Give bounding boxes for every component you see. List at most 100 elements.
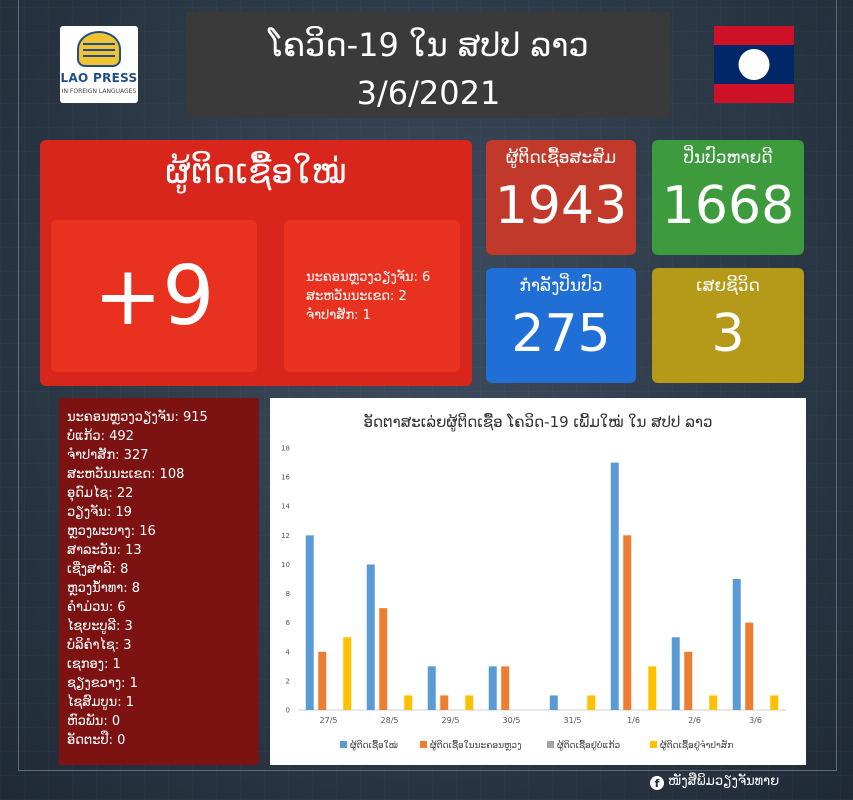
y-tick-label: 8 <box>286 590 290 598</box>
bar-0-3 <box>488 666 497 710</box>
chart-panel: ອັດຕາສະເລ່ຍຜູ້ຕິດເຊື້ອ ໂຄວິດ-19 ເພີ້ມໃໝ່… <box>270 398 806 765</box>
province-item: ບໍລິຄໍາໄຊ: 3 <box>67 638 132 653</box>
province-item: ອັດຕະປື: 0 <box>67 733 126 748</box>
recovered-card: ປິ່ນປົວຫາຍດີ 1668 <box>652 140 804 255</box>
logo-text: LAO PRESS <box>60 71 138 85</box>
bar-3-1 <box>404 695 413 710</box>
province-item: ຄໍາມ່ວນ: 6 <box>67 600 126 615</box>
cumulative-value: 1943 <box>494 176 628 236</box>
new-cases-title: ຜູ້ຕິດເຊື້ອໃໝ່ <box>165 152 347 192</box>
facebook-page-name: ໜັງສືພິມວຽງຈັນທາຍ <box>668 774 780 789</box>
y-tick-label: 18 <box>281 445 290 453</box>
province-list: ນະຄອນຫຼວງວຽງຈັນ: 915 ບໍ່ແກ້ວ: 492 ຈໍາປາສັກ… <box>59 398 259 765</box>
chart-title: ອັດຕາສະເລ່ຍຜູ້ຕິດເຊື້ອ ໂຄວິດ-19 ເພີ້ມໃໝ່… <box>363 413 713 431</box>
x-tick-label: 28/5 <box>381 716 399 725</box>
bar-1-3 <box>501 666 510 710</box>
page-date: 3/6/2021 <box>356 74 501 112</box>
bar-1-7 <box>745 622 754 710</box>
province-item: ຊຽງຂວາງ: 1 <box>67 676 138 691</box>
province-item: ນະຄອນຫຼວງວຽງຈັນ: 915 <box>67 410 208 425</box>
y-tick-label: 0 <box>286 707 290 715</box>
bar-1-1 <box>379 608 388 710</box>
y-tick-label: 14 <box>281 503 290 511</box>
province-item: ບໍ່ແກ້ວ: 492 <box>67 429 134 444</box>
lao-press-logo: LAO PRESS IN FOREIGN LANGUAGES <box>60 26 138 103</box>
new-cases-breakdown: ນະຄອນຫຼວງວຽງຈັນ: 6 ສະຫວັນນະເຂດ: 2 ຈໍາປາສ… <box>284 220 460 372</box>
x-tick-label: 2/6 <box>688 716 701 725</box>
legend-label: ຜູ້ຕິດເຊື້ອຢູ່ບໍ່ແກ້ວ <box>557 740 620 751</box>
legend-label: ຜູ້ຕິດເຊື້ອໃໝ່ <box>350 740 398 751</box>
recovered-value: 1668 <box>661 176 795 236</box>
province-item: ຫົວພັນ: 0 <box>67 714 121 729</box>
x-tick-label: 27/5 <box>320 716 338 725</box>
province-item: ໄຊສົມບູນ: 1 <box>67 695 135 710</box>
y-tick-label: 4 <box>286 648 291 656</box>
bar-0-4 <box>549 695 558 710</box>
y-tick-label: 16 <box>281 474 290 482</box>
facebook-credit[interactable]: f ໜັງສືພິມວຽງຈັນທາຍ <box>650 774 779 790</box>
breakdown-line: ສະຫວັນນະເຂດ: 2 <box>306 289 407 304</box>
bar-3-5 <box>648 666 657 710</box>
bar-0-0 <box>305 535 314 710</box>
x-tick-label: 3/6 <box>749 716 762 725</box>
province-item: ວຽງຈັນ: 19 <box>67 505 132 520</box>
bar-chart: 0 2 4 6 8 10 12 14 16 18 27/5 28/5 29/5 30/5 31/5 1/6 2/… <box>281 445 786 751</box>
legend-swatch <box>650 741 657 748</box>
title-box: ໂຄວິດ-19 ໃນ ສປປ ລາວ 3/6/2021 <box>186 12 671 118</box>
bar-3-7 <box>770 695 779 710</box>
province-item: ສາລະວັນ: 13 <box>67 543 142 558</box>
y-tick-label: 10 <box>281 561 290 569</box>
page-title: ໂຄວິດ-19 ໃນ ສປປ ລາວ <box>268 26 589 64</box>
legend-label: ຜູ້ຕິດເຊື້ອຢູ່ຈໍາປາສັກ <box>660 740 733 751</box>
logo-subtext: IN FOREIGN LANGUAGES <box>61 88 137 95</box>
cumulative-card: ຜູ້ຕິດເຊື້ອສະສົມ 1943 <box>486 140 636 255</box>
legend-label: ຜູ້ຕິດເຊື້ອໃນນະຄອນຫຼວງ <box>430 740 521 751</box>
x-tick-label: 29/5 <box>442 716 460 725</box>
facebook-icon: f <box>650 776 664 790</box>
province-item: ຫຼວງພະບາງ: 16 <box>67 524 156 539</box>
legend-swatch <box>547 741 554 748</box>
deaths-card: ເສຍຊີວິດ 3 <box>652 268 804 383</box>
globe-book-icon <box>77 31 121 67</box>
bar-1-2 <box>440 695 449 710</box>
bar-1-5 <box>623 535 632 710</box>
legend-swatch <box>340 741 347 748</box>
active-label: ກໍາລັງປິ່ນປົວ <box>519 276 603 296</box>
breakdown-line: ນະຄອນຫຼວງວຽງຈັນ: 6 <box>306 270 431 285</box>
bar-3-0 <box>343 637 352 710</box>
bar-1-6 <box>684 651 693 710</box>
y-tick-label: 2 <box>286 677 290 685</box>
new-cases-value: +9 <box>51 220 257 372</box>
bar-3-2 <box>465 695 474 710</box>
bar-1-0 <box>318 651 327 710</box>
x-tick-label: 31/5 <box>564 716 582 725</box>
recovered-label: ປິ່ນປົວຫາຍດີ <box>683 148 773 168</box>
province-item: ສະຫວັນນະເຂດ: 108 <box>67 467 185 482</box>
active-value: 275 <box>511 304 611 364</box>
bar-0-2 <box>427 666 436 710</box>
deaths-value: 3 <box>711 304 745 364</box>
cumulative-label: ຜູ້ຕິດເຊື້ອສະສົມ <box>505 148 617 168</box>
active-card: ກໍາລັງປິ່ນປົວ 275 <box>486 268 636 383</box>
y-tick-label: 6 <box>286 619 291 627</box>
deaths-label: ເສຍຊີວິດ <box>696 276 760 296</box>
bar-0-1 <box>366 564 375 710</box>
x-tick-label: 30/5 <box>503 716 521 725</box>
province-item: ຫຼວງນໍ້າທາ: 8 <box>67 581 141 596</box>
province-item: ອຸດົມໄຊ: 22 <box>67 486 134 501</box>
bar-3-6 <box>709 695 718 710</box>
breakdown-line: ຈໍາປາສັກ: 1 <box>306 308 371 323</box>
province-item: ຈໍາປາສັກ: 327 <box>67 448 149 463</box>
legend-swatch <box>420 741 427 748</box>
bar-0-7 <box>732 579 741 710</box>
bar-0-5 <box>610 462 619 710</box>
province-item: ເຊກອງ: 1 <box>67 657 121 672</box>
laos-flag-icon <box>714 26 794 103</box>
bar-3-4 <box>587 695 596 710</box>
new-cases-card: ຜູ້ຕິດເຊື້ອໃໝ່ +9 ນະຄອນຫຼວງວຽງຈັນ: 6 ສະຫ… <box>40 140 472 386</box>
bar-0-6 <box>671 637 680 710</box>
x-tick-label: 1/6 <box>627 716 640 725</box>
y-tick-label: 12 <box>281 532 290 540</box>
frame <box>18 0 837 771</box>
